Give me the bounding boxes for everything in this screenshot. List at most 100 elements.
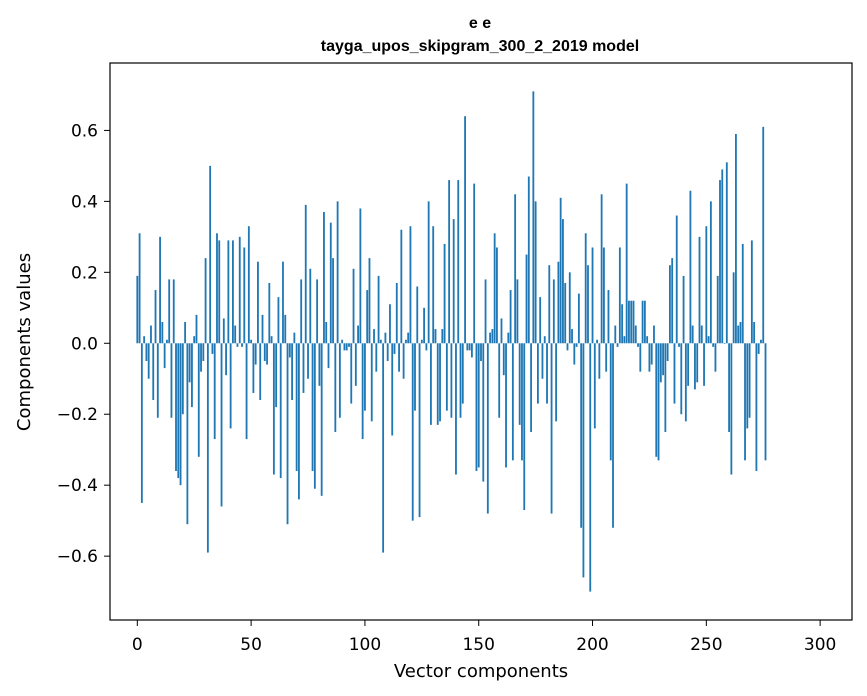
plot-frame <box>109 62 853 621</box>
bar <box>748 343 751 418</box>
bar <box>354 343 357 386</box>
x-tick-label: 300 <box>804 635 836 655</box>
bar <box>147 343 150 379</box>
bar <box>741 243 744 344</box>
bar <box>154 290 157 344</box>
bar <box>707 336 710 344</box>
bar <box>466 343 469 351</box>
bar <box>307 343 309 379</box>
bar <box>220 343 223 507</box>
bar <box>393 343 396 354</box>
bar <box>261 314 264 344</box>
bar <box>389 304 391 344</box>
bar <box>238 236 241 344</box>
bar <box>728 343 730 432</box>
bar <box>352 268 355 344</box>
bar <box>614 325 617 344</box>
bar <box>511 343 514 461</box>
bar <box>459 343 462 418</box>
bar <box>323 212 325 344</box>
bar <box>653 325 655 344</box>
bar <box>607 290 610 344</box>
bar <box>525 254 528 344</box>
bar <box>168 279 171 344</box>
bar <box>200 343 202 372</box>
bar <box>156 343 159 418</box>
x-axis-label: Vector components <box>394 661 568 682</box>
bar <box>181 343 184 415</box>
bar <box>191 343 193 408</box>
bar <box>498 343 501 418</box>
bar <box>596 339 598 344</box>
bar <box>703 343 705 386</box>
bar <box>241 343 243 347</box>
bar <box>470 343 473 358</box>
bar <box>152 343 155 401</box>
bar <box>216 233 218 344</box>
bar <box>145 343 148 362</box>
bar <box>409 226 412 344</box>
bar <box>430 343 432 425</box>
bar <box>439 343 441 422</box>
bar <box>366 290 369 344</box>
bar <box>623 336 626 344</box>
bar <box>455 343 457 475</box>
bar <box>684 343 687 422</box>
bar <box>313 343 316 489</box>
bar <box>441 329 444 344</box>
bar <box>657 343 660 461</box>
y-tick-label: 0.0 <box>71 334 98 354</box>
bar <box>723 343 726 344</box>
bar <box>484 279 487 344</box>
bar <box>320 343 323 496</box>
bar <box>530 343 532 432</box>
bar <box>464 116 466 344</box>
bar <box>482 343 485 482</box>
bar <box>427 201 430 344</box>
bar <box>491 329 494 344</box>
bar <box>714 343 717 372</box>
bar <box>705 226 708 344</box>
bar <box>534 201 537 344</box>
bar <box>161 321 164 344</box>
bar <box>671 258 674 344</box>
bar <box>612 343 614 528</box>
bar <box>450 343 453 418</box>
x-tick-label: 150 <box>462 635 494 655</box>
bar <box>600 194 603 344</box>
bar <box>659 343 662 383</box>
bar <box>584 233 587 344</box>
y-tick-label: 0.6 <box>71 121 98 141</box>
bar <box>559 197 562 344</box>
bar <box>395 282 398 344</box>
bar <box>744 343 746 461</box>
bar <box>500 318 503 344</box>
x-tick-label: 200 <box>576 635 608 655</box>
bar <box>348 343 350 347</box>
bar <box>502 343 505 376</box>
bar <box>206 343 209 553</box>
bar <box>425 343 428 351</box>
bar <box>197 343 200 457</box>
bar <box>211 343 214 354</box>
x-tick-label: 0 <box>132 635 143 655</box>
bar <box>295 343 298 471</box>
bar <box>621 304 624 344</box>
bar <box>350 343 353 404</box>
bar <box>272 343 275 475</box>
bar <box>300 279 303 344</box>
bar <box>609 343 612 461</box>
bar <box>662 343 664 376</box>
bar <box>298 343 300 500</box>
bar <box>568 272 571 344</box>
x-tick-label: 50 <box>240 635 262 655</box>
bar <box>669 265 671 344</box>
bar <box>480 343 482 362</box>
bar <box>678 343 680 347</box>
bar <box>603 247 605 344</box>
bar <box>327 343 330 369</box>
bar <box>364 343 366 411</box>
bar <box>245 343 248 440</box>
bar <box>712 343 715 347</box>
bar <box>286 343 289 525</box>
